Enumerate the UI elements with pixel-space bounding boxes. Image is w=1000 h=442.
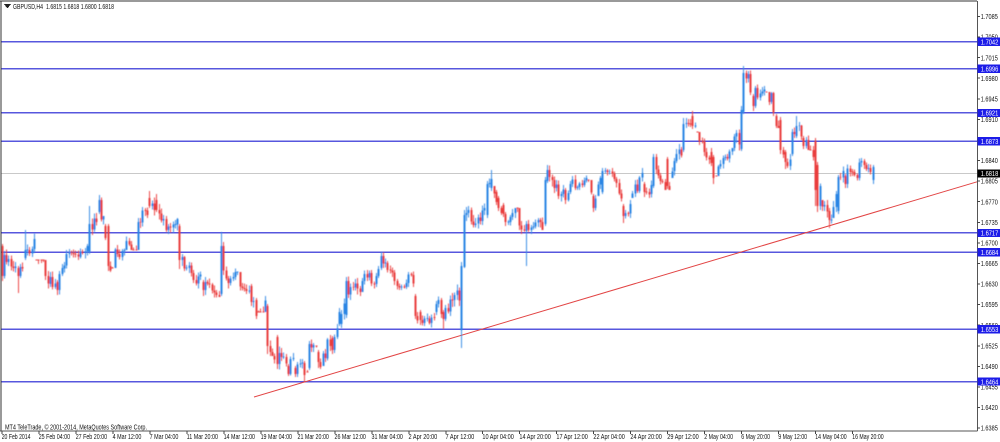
svg-text:1.6684: 1.6684	[981, 248, 999, 257]
svg-text:7 Apr 12:00: 7 Apr 12:00	[446, 432, 475, 441]
svg-text:22 Apr 04:00: 22 Apr 04:00	[593, 432, 624, 441]
svg-text:1.6525: 1.6525	[981, 341, 998, 350]
svg-text:1.6630: 1.6630	[981, 280, 998, 289]
svg-text:1.6420: 1.6420	[981, 403, 998, 412]
svg-text:1.6464: 1.6464	[981, 377, 999, 386]
svg-text:16 May 20:00: 16 May 20:00	[852, 432, 883, 441]
svg-text:1.6385: 1.6385	[981, 424, 998, 433]
svg-text:7 Mar 04:00: 7 Mar 04:00	[150, 432, 179, 441]
svg-text:19 Mar 04:00: 19 Mar 04:00	[261, 432, 292, 441]
svg-text:29 Apr 12:00: 29 Apr 12:00	[667, 432, 698, 441]
svg-text:24 Apr 20:00: 24 Apr 20:00	[630, 432, 661, 441]
svg-text:MT4 TeleTrade, © 2001-2014, Me: MT4 TeleTrade, © 2001-2014, MetaQuotes S…	[5, 422, 147, 431]
svg-text:1.6665: 1.6665	[981, 259, 998, 268]
svg-text:1.6805: 1.6805	[981, 177, 998, 186]
svg-text:1.7050: 1.7050	[981, 33, 998, 42]
svg-text:1.7015: 1.7015	[981, 53, 998, 62]
svg-text:20 Feb 2014: 20 Feb 2014	[2, 432, 31, 441]
svg-text:6 May 20:00: 6 May 20:00	[741, 432, 770, 441]
svg-text:1.7042: 1.7042	[981, 38, 999, 47]
svg-text:11 Mar 20:00: 11 Mar 20:00	[187, 432, 218, 441]
svg-text:2 May 04:00: 2 May 04:00	[704, 432, 733, 441]
svg-text:1.6945: 1.6945	[981, 94, 998, 103]
svg-text:27 Feb 20:00: 27 Feb 20:00	[76, 432, 107, 441]
svg-text:31 Mar 04:00: 31 Mar 04:00	[372, 432, 403, 441]
svg-text:10 Apr 04:00: 10 Apr 04:00	[482, 432, 513, 441]
svg-text:4 Mar 12:00: 4 Mar 12:00	[113, 432, 142, 441]
svg-text:1.6921: 1.6921	[981, 109, 999, 118]
svg-text:1.6873: 1.6873	[981, 137, 999, 146]
svg-text:14 Mar 12:00: 14 Mar 12:00	[224, 432, 255, 441]
svg-text:26 Mar 12:00: 26 Mar 12:00	[335, 432, 366, 441]
svg-text:1.6595: 1.6595	[981, 300, 998, 309]
svg-text:1.6818: 1.6818	[981, 169, 999, 178]
svg-text:1.6735: 1.6735	[981, 218, 998, 227]
svg-text:14 May 04:00: 14 May 04:00	[815, 432, 846, 441]
svg-text:1.6770: 1.6770	[981, 197, 998, 206]
svg-text:GBPUSD,H4 1.6815 1.6818 1.680: GBPUSD,H4 1.6815 1.6818 1.6800 1.6818	[13, 2, 114, 11]
svg-text:9 May 12:00: 9 May 12:00	[778, 432, 807, 441]
svg-text:1.6980: 1.6980	[981, 74, 998, 83]
svg-text:1.6490: 1.6490	[981, 362, 998, 371]
svg-text:1.6840: 1.6840	[981, 156, 998, 165]
svg-text:1.6553: 1.6553	[981, 325, 999, 334]
svg-text:14 Apr 20:00: 14 Apr 20:00	[519, 432, 550, 441]
svg-text:1.6717: 1.6717	[981, 229, 999, 238]
svg-text:1.6996: 1.6996	[981, 65, 999, 74]
svg-text:1.6455: 1.6455	[981, 383, 998, 392]
svg-text:2 Apr 20:00: 2 Apr 20:00	[409, 432, 438, 441]
svg-text:1.6700: 1.6700	[981, 239, 998, 248]
svg-text:1.7085: 1.7085	[981, 12, 998, 21]
svg-text:21 Mar 20:00: 21 Mar 20:00	[298, 432, 329, 441]
svg-text:1.6910: 1.6910	[981, 115, 998, 124]
svg-text:25 Feb 04:00: 25 Feb 04:00	[39, 432, 70, 441]
svg-text:17 Apr 12:00: 17 Apr 12:00	[556, 432, 587, 441]
